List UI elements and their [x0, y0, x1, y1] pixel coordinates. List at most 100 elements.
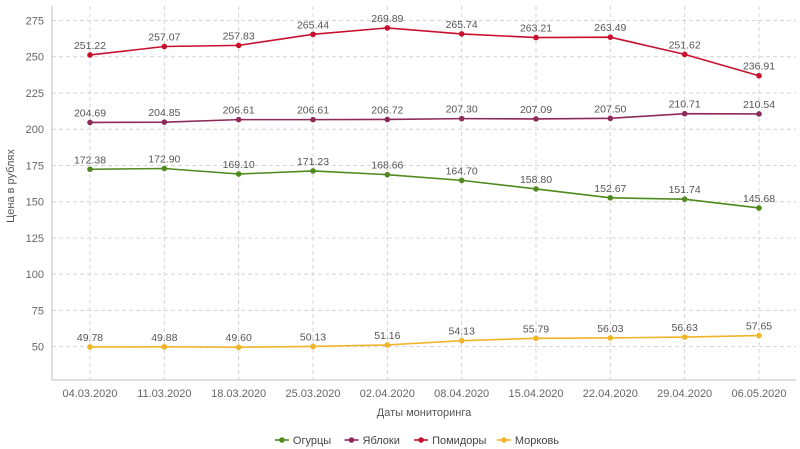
data-point[interactable] [310, 31, 316, 38]
data-point[interactable] [161, 119, 168, 125]
x-tick-label: 18.03.2020 [211, 388, 266, 400]
data-point[interactable] [681, 196, 688, 202]
legend-label: Помидоры [432, 435, 486, 447]
x-axis-title: Даты мониторинга [377, 407, 472, 419]
data-label: 57.65 [746, 321, 772, 333]
series-line [89, 167, 760, 209]
data-point[interactable] [756, 72, 762, 79]
legend-marker-icon [418, 437, 424, 443]
data-point[interactable] [161, 165, 168, 172]
data-label: 49.60 [226, 332, 252, 344]
data-label: 49.88 [151, 332, 177, 344]
data-label: 50.13 [300, 331, 326, 343]
data-point[interactable] [458, 177, 465, 184]
series-line [89, 112, 760, 124]
data-label: 204.85 [148, 107, 180, 119]
data-point[interactable] [310, 343, 316, 350]
data-point[interactable] [161, 43, 168, 50]
data-point[interactable] [87, 52, 93, 58]
data-point[interactable] [384, 171, 391, 178]
data-point[interactable] [384, 116, 391, 123]
data-point[interactable] [458, 337, 465, 344]
data-label: 265.44 [297, 19, 329, 31]
x-tick-label: 22.04.2020 [583, 388, 638, 400]
legend-item[interactable]: Огурцы [274, 435, 331, 447]
data-point[interactable] [607, 34, 614, 40]
data-point[interactable] [533, 34, 539, 41]
data-label: 151.74 [669, 184, 701, 196]
data-point[interactable] [681, 110, 688, 117]
x-tick-label: 25.03.2020 [285, 388, 340, 400]
legend-label: Яблоки [363, 435, 400, 447]
legend-marker-icon [348, 437, 355, 443]
data-point[interactable] [310, 116, 316, 123]
data-label: 152.67 [594, 183, 626, 195]
y-tick-label: 100 [26, 269, 44, 281]
data-point[interactable] [756, 111, 762, 117]
data-label: 49.78 [77, 332, 103, 344]
legend-marker-icon [501, 437, 507, 443]
data-point[interactable] [384, 25, 391, 31]
data-label: 251.62 [669, 39, 701, 51]
data-label: 51.16 [374, 330, 400, 342]
y-tick-label: 75 [32, 305, 44, 317]
data-label: 210.71 [669, 99, 701, 111]
data-point[interactable] [235, 116, 242, 123]
data-label: 206.61 [297, 105, 329, 117]
legend-item[interactable]: Яблоки [344, 435, 400, 447]
data-point[interactable] [458, 115, 465, 122]
data-label: 210.54 [743, 99, 775, 111]
x-tick-label: 11.03.2020 [137, 388, 191, 400]
data-point[interactable] [533, 186, 539, 192]
data-label: 257.83 [223, 30, 255, 42]
data-point[interactable] [607, 195, 614, 201]
legend-label: Огурцы [293, 435, 331, 447]
data-label: 54.13 [449, 326, 475, 338]
data-point[interactable] [87, 166, 93, 173]
data-label: 269.89 [371, 13, 403, 25]
data-label: 56.03 [597, 323, 623, 335]
y-tick-label: 225 [26, 88, 44, 100]
y-tick-label: 200 [26, 124, 44, 136]
data-point[interactable] [607, 335, 614, 341]
data-label: 169.10 [223, 159, 255, 171]
data-point[interactable] [235, 344, 242, 351]
data-label: 204.69 [74, 107, 106, 119]
data-point[interactable] [310, 168, 316, 174]
data-label: 55.79 [523, 323, 549, 335]
data-point[interactable] [756, 205, 762, 211]
data-point[interactable] [681, 51, 688, 58]
data-point[interactable] [681, 334, 688, 340]
series-line [89, 334, 760, 349]
x-tick-label: 06.05.2020 [731, 388, 786, 400]
x-tick-label: 29.04.2020 [657, 388, 712, 400]
data-point[interactable] [756, 332, 762, 339]
data-label: 236.91 [743, 61, 775, 73]
data-point[interactable] [87, 119, 93, 126]
y-tick-label: 150 [26, 197, 44, 209]
data-point[interactable] [607, 115, 614, 122]
data-label: 206.61 [223, 105, 255, 117]
data-point[interactable] [235, 171, 242, 177]
data-point[interactable] [235, 42, 242, 49]
data-point[interactable] [384, 342, 391, 348]
legend-item[interactable]: Помидоры [414, 435, 486, 447]
data-point[interactable] [533, 116, 539, 122]
data-point[interactable] [533, 335, 539, 342]
data-point[interactable] [161, 344, 168, 350]
data-label: 172.38 [74, 154, 106, 166]
data-label: 206.72 [371, 104, 403, 116]
y-tick-label: 175 [26, 160, 44, 172]
y-axis-title: Цена в рублях [5, 149, 17, 223]
data-point[interactable] [458, 31, 465, 37]
data-label: 265.74 [446, 19, 478, 31]
data-label: 56.63 [672, 322, 698, 334]
data-point[interactable] [87, 344, 93, 350]
data-label: 171.23 [297, 156, 329, 168]
data-label: 158.80 [520, 174, 552, 186]
y-tick-label: 50 [32, 342, 44, 354]
data-label: 168.66 [371, 160, 403, 172]
x-tick-label: 02.04.2020 [360, 388, 415, 400]
legend-item[interactable]: Морковь [496, 435, 559, 447]
